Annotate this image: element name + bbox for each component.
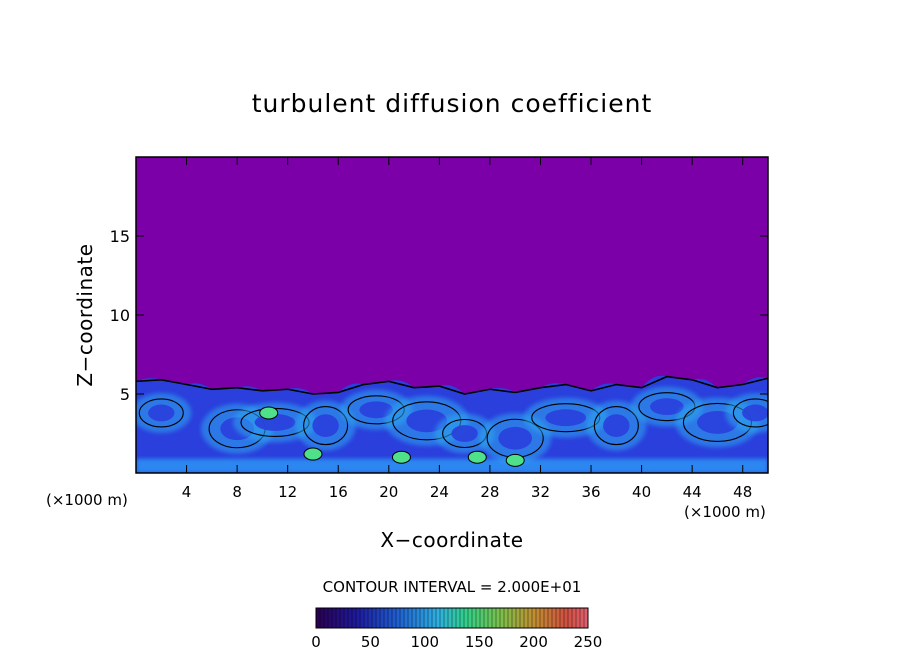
colorbar-tick-label: 200 (519, 633, 548, 651)
peak-region (303, 447, 323, 461)
boundary-layer-contour (136, 375, 768, 395)
eddy-core (148, 404, 175, 422)
x-tick-label: 28 (480, 483, 499, 501)
x-tick-label: 12 (278, 483, 297, 501)
x-axis-label: X−coordinate (380, 528, 523, 552)
x-unit-right: (×1000 m) (684, 503, 766, 521)
x-tick-label: 16 (329, 483, 348, 501)
colorbar-tick-label: 150 (465, 633, 494, 651)
y-axis-ticks: 5 10 15 (110, 227, 768, 404)
contour-interval-label: CONTOUR INTERVAL = 2.000E+01 (323, 578, 582, 596)
eddy-core (359, 401, 393, 419)
y-tick-label: 15 (110, 227, 130, 246)
colorbar-tick-label: 50 (361, 633, 380, 651)
colorbar-frame (315, 607, 589, 629)
x-tick-label: 24 (430, 483, 449, 501)
colorbar-stripes (319, 608, 585, 628)
x-tick-label: 8 (232, 483, 242, 501)
colorbar-tick-labels: 0 50 100 150 200 250 (311, 633, 602, 651)
x-tick-label: 44 (683, 483, 702, 501)
plot-area (136, 157, 768, 473)
eddy-contour (138, 398, 184, 428)
eddy-core (650, 398, 684, 416)
eddy-core (603, 414, 630, 437)
peak-region (259, 406, 279, 420)
colorbar-tick-label: 0 (311, 633, 321, 651)
colorbar-tick-label: 100 (410, 633, 439, 651)
x-tick-label: 40 (632, 483, 651, 501)
eddy-core (545, 409, 587, 427)
x-tick-label: 20 (379, 483, 398, 501)
eddy-core (451, 425, 478, 442)
y-tick-label: 5 (120, 385, 130, 404)
surface-layer (136, 458, 768, 473)
x-axis-ticks: 4 8 12 16 20 24 28 32 36 40 44 48 (182, 157, 752, 501)
eddy-core (498, 426, 532, 450)
x-tick-label: 32 (531, 483, 550, 501)
colorbar: 0 50 100 150 200 250 (311, 607, 602, 651)
peak-region (505, 453, 525, 467)
x-tick-label: 48 (733, 483, 752, 501)
x-unit-left: (×1000 m) (46, 491, 128, 509)
peak-region (391, 450, 411, 464)
y-tick-label: 10 (110, 306, 130, 325)
x-tick-label: 36 (581, 483, 600, 501)
x-tick-label: 4 (182, 483, 192, 501)
eddy-contour (732, 398, 768, 428)
eddy-core (312, 414, 339, 437)
chart-title: turbulent diffusion coefficient (252, 89, 653, 118)
colorbar-tick-label: 250 (574, 633, 603, 651)
peak-region (467, 450, 487, 464)
eddy-contour (593, 406, 639, 446)
y-axis-label: Z−coordinate (73, 243, 97, 386)
eddy-core (742, 404, 768, 422)
eddy-contour (303, 406, 349, 446)
boundary-layer-detail (136, 386, 768, 473)
